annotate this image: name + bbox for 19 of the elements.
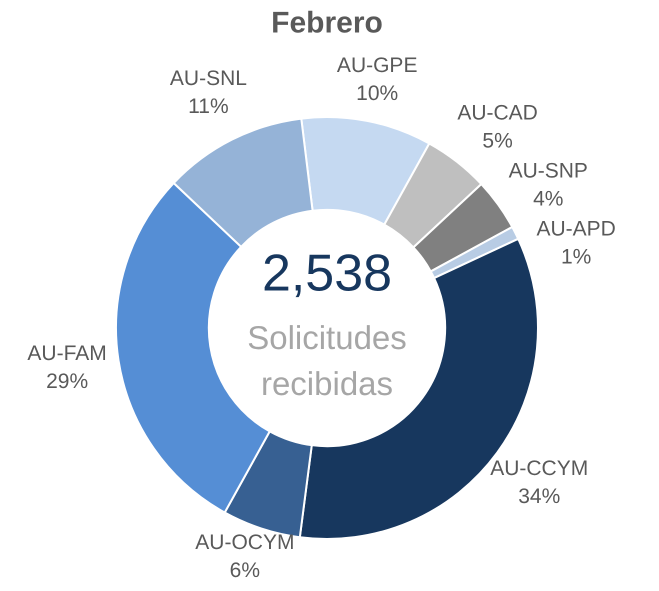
slice-label: AU-CCYM [490, 457, 588, 480]
slice-label: AU-APD [536, 218, 616, 241]
data-label: 1% [560, 246, 592, 269]
slice-label: AU-GPE [336, 54, 418, 77]
data-label: 29% [46, 370, 88, 394]
slice-label: AU-SNL [170, 67, 247, 90]
slice-label: AU-FAM [27, 342, 107, 366]
data-label: 6% [230, 558, 260, 582]
chart-title: Febrero [271, 6, 383, 40]
slice-label: AU-OCYM [195, 530, 294, 554]
data-label: 11% [188, 95, 229, 118]
data-label: 10% [356, 82, 398, 105]
text: Solicitudes recibidas [247, 319, 407, 402]
slice-label: AU-CAD [457, 102, 538, 125]
data-label: 34% [518, 485, 560, 508]
slice-label: AU-SNP [508, 160, 588, 183]
text: 2,538 [262, 244, 392, 302]
data-label: 4% [533, 188, 564, 211]
data-label: 5% [482, 130, 513, 153]
